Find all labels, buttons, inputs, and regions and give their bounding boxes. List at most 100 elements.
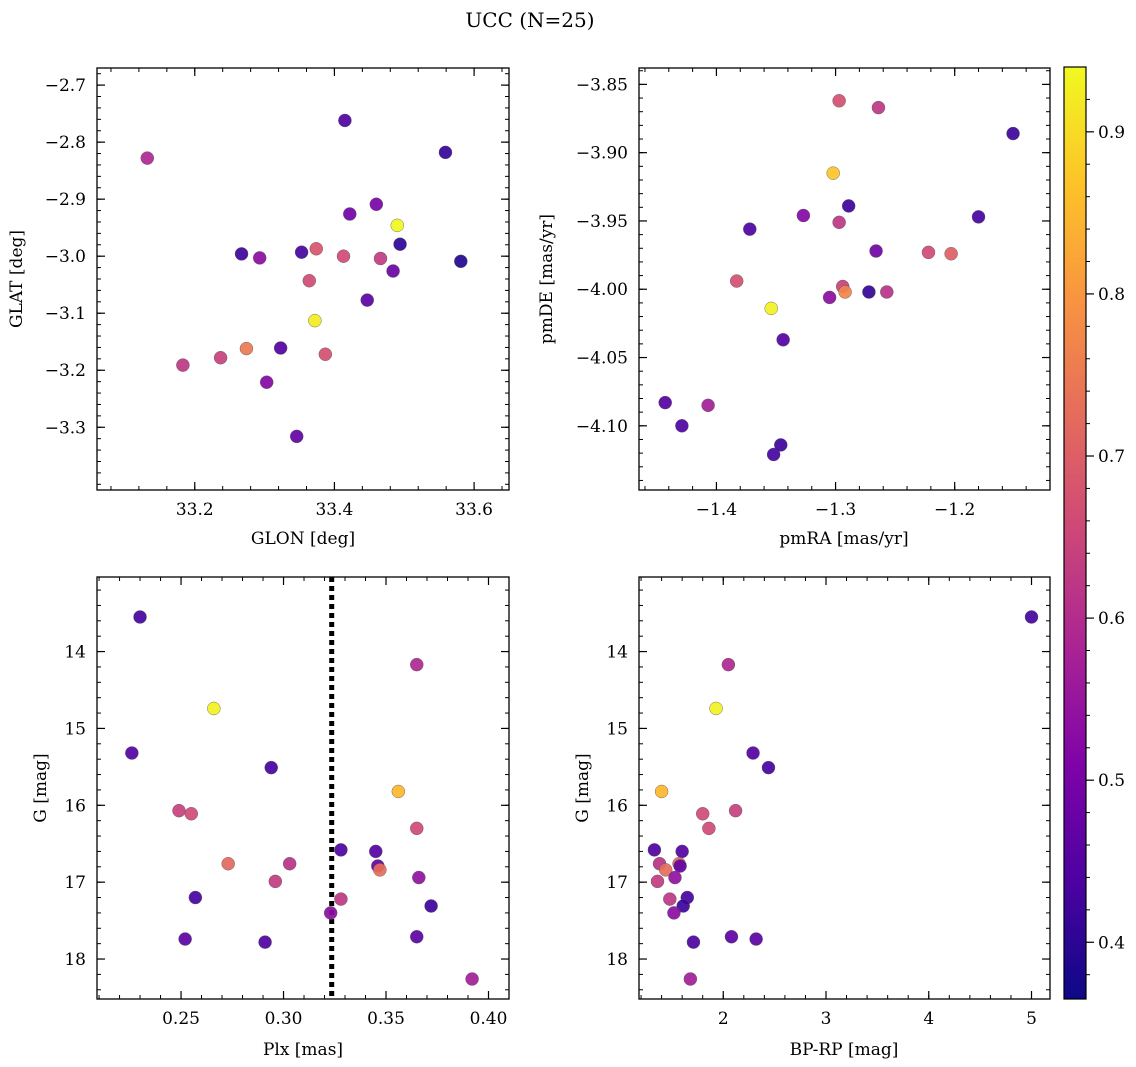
y-tick-label: −3.2	[45, 361, 86, 381]
data-point	[239, 341, 254, 356]
data-point	[696, 807, 710, 821]
panel-marks: 33.2 33.4 33.6 −3.3 −3.2 −3.1 −3.0 −2.9 −2.8 −2.7	[45, 68, 509, 520]
y-tick-label: −2.8	[45, 133, 86, 153]
colorbar-tick-label: 0.5	[1098, 771, 1125, 791]
data-point	[766, 447, 781, 462]
data-point	[826, 166, 840, 180]
data-point	[1024, 610, 1039, 624]
data-point	[302, 274, 316, 288]
x-tick-label: 0.30	[265, 1009, 303, 1029]
panel-pmra-pmde: −1.4 −1.3 −1.2 −4.10 −4.05 −4.00 −3.95 −3.90 −3.…	[537, 67, 1051, 549]
data-point	[728, 803, 743, 818]
y-tick-label: −3.95	[576, 212, 628, 232]
y-axis-label: pmDE [mas/yr]	[537, 214, 557, 344]
y-axis-label: GLAT [deg]	[7, 230, 27, 328]
x-tick-label: −1.4	[696, 500, 737, 520]
data-point	[290, 429, 304, 444]
y-tick-label: −4.00	[576, 280, 628, 300]
data-point	[761, 760, 776, 775]
y-tick-label: 14	[64, 643, 86, 663]
data-point	[410, 821, 424, 836]
data-point	[862, 285, 876, 299]
data-point	[393, 237, 407, 251]
data-point	[832, 215, 846, 230]
x-tick-label: 0.35	[367, 1009, 405, 1029]
data-point	[323, 906, 338, 920]
y-tick-label: 16	[64, 796, 86, 816]
x-axis-label: Plx [mas]	[263, 1040, 343, 1060]
data-point	[309, 242, 323, 256]
data-point	[667, 906, 681, 920]
data-point	[647, 843, 662, 857]
y-tick-label: 17	[64, 873, 86, 893]
axes-frame	[638, 67, 1051, 491]
data-point	[410, 657, 424, 672]
data-point	[944, 247, 958, 261]
panel-glon-glat: 33.2 33.4 33.6 −3.3 −3.2 −3.1 −3.0 −2.9 −2.8 −2.7…	[7, 67, 510, 549]
data-point	[343, 207, 357, 221]
colorbar-tick-label: 0.6	[1098, 609, 1125, 629]
x-tick-label: 33.4	[315, 500, 353, 520]
x-tick-label: 0.25	[162, 1009, 200, 1029]
x-tick-label: −1.3	[815, 500, 856, 520]
colorbar-frame	[1063, 66, 1087, 1000]
x-tick-label: 3	[821, 1009, 832, 1029]
data-point	[675, 419, 689, 433]
data-point	[658, 395, 672, 410]
panel-bprp-g: 2 3 4 5 14 15 16 17 18 BP-RP [mag] G [mag]	[573, 576, 1051, 1060]
y-tick-label: 18	[64, 950, 86, 970]
data-point	[774, 438, 788, 452]
data-point	[334, 843, 348, 857]
data-point	[318, 347, 333, 361]
data-point	[663, 892, 677, 906]
panel-plx-g: 0.25 0.30 0.35 0.40 14 15 16 17 18 Plx [mas] G […	[31, 576, 510, 1060]
y-tick-label: 16	[606, 796, 628, 816]
data-point	[832, 94, 846, 108]
data-point	[234, 247, 249, 261]
data-point	[336, 249, 351, 263]
data-point	[650, 874, 665, 889]
data-point	[386, 264, 400, 278]
x-tick-label: 5	[1026, 1009, 1037, 1029]
data-point	[841, 199, 856, 213]
data-point	[465, 972, 479, 986]
axes-frame	[96, 67, 510, 491]
data-point	[702, 821, 716, 836]
x-tick-label: 0.40	[470, 1009, 508, 1029]
panel-marks: 2 3 4 5 14 15 16 17 18	[606, 577, 1050, 1029]
data-point	[659, 863, 673, 877]
data-point	[308, 313, 322, 328]
data-point	[410, 930, 424, 944]
data-point	[921, 245, 936, 260]
y-tick-label: 18	[606, 950, 628, 970]
data-point	[294, 245, 309, 259]
y-tick-label: −2.9	[45, 190, 86, 210]
data-point	[822, 290, 837, 305]
data-point	[176, 358, 190, 372]
data-point	[724, 930, 739, 944]
colorbar-tick-label: 0.4	[1098, 933, 1125, 953]
axes-frame	[96, 576, 510, 1000]
data-point	[391, 784, 406, 799]
data-point	[764, 301, 778, 316]
data-point	[424, 899, 438, 913]
data-point	[268, 874, 283, 889]
data-point	[796, 208, 811, 223]
data-point	[668, 870, 682, 885]
data-point	[721, 657, 736, 672]
colorbar-tick-label: 0.7	[1098, 447, 1125, 467]
data-point	[369, 197, 384, 211]
y-tick-label: −3.85	[576, 75, 628, 95]
y-tick-label: −3.1	[45, 304, 86, 324]
data-point	[125, 746, 139, 760]
y-tick-label: −4.10	[576, 417, 628, 437]
colorbar-gradient	[1064, 67, 1086, 999]
data-point	[338, 113, 352, 128]
y-tick-label: −3.3	[45, 418, 86, 438]
data-point	[673, 859, 687, 873]
x-axis-label: pmRA [mas/yr]	[779, 529, 908, 549]
data-point	[880, 285, 894, 299]
data-point	[746, 746, 760, 760]
y-tick-label: 14	[606, 643, 628, 663]
